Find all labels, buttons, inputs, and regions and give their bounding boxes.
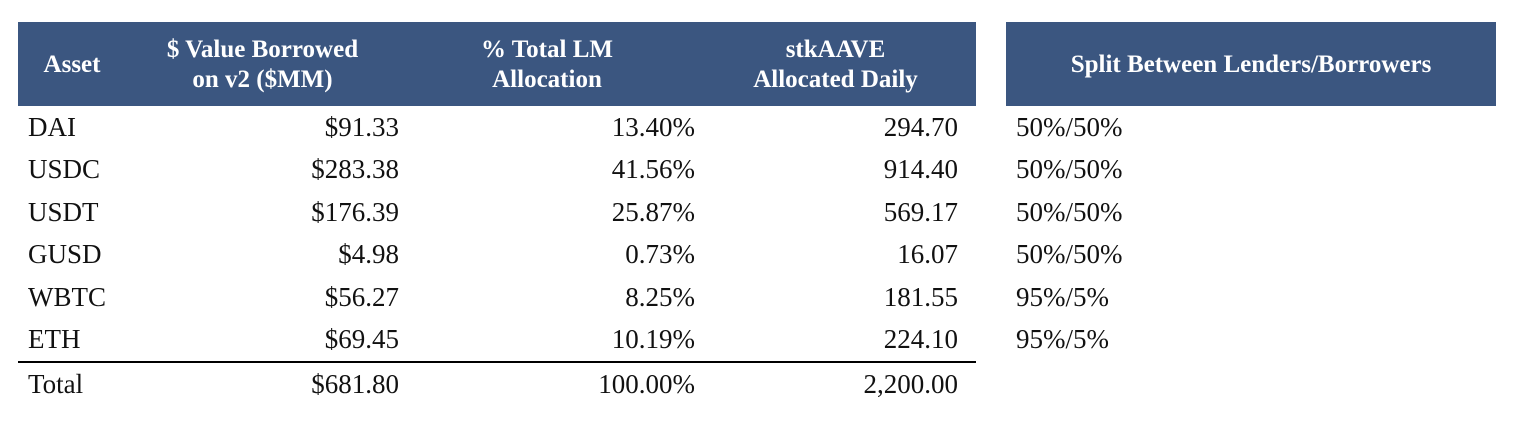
split-row: 50%/50% (1016, 111, 1123, 142)
total-value-borrowed: $681.80 (311, 368, 399, 399)
cell-value-borrowed: $283.38 (311, 154, 399, 185)
split-row: 50%/50% (1016, 239, 1123, 270)
cell-asset: USDT (28, 196, 99, 227)
cell-asset: GUSD (28, 239, 102, 270)
cell-lm-allocation: 41.56% (611, 154, 695, 185)
header-value-borrowed-label: $ Value Borrowed on v2 ($MM) (167, 35, 358, 95)
table-row: WBTC $56.27 8.25% 181.55 (18, 276, 976, 319)
header-value-line-1: $ Value Borrowed (166, 36, 359, 63)
table-row: ETH $69.45 10.19% 224.10 (18, 319, 976, 362)
header-pct-line-2: Allocation (492, 66, 602, 93)
cell-lm-allocation: 0.73% (625, 239, 695, 270)
cell-lm-allocation: 8.25% (625, 281, 695, 312)
cell-lm-allocation: 13.40% (611, 111, 695, 142)
table-header-row: Asset $ Value Borrowed on v2 ($MM) % Tot… (18, 22, 976, 106)
cell-value-borrowed: $56.27 (324, 281, 399, 312)
cell-lm-allocation: 10.19% (611, 324, 695, 355)
cell-stkaave-daily: 914.40 (883, 154, 958, 185)
cell-value-borrowed: $91.33 (324, 111, 399, 142)
cell-value-borrowed: $69.45 (324, 324, 399, 355)
cell-value-borrowed: $4.98 (338, 239, 399, 270)
cell-stkaave-daily: 569.17 (883, 196, 958, 227)
header-asset-label: Asset (43, 51, 101, 78)
cell-stkaave-daily: 224.10 (883, 324, 958, 355)
cell-stkaave-daily: 16.07 (897, 239, 958, 270)
table-row: USDC $283.38 41.56% 914.40 (18, 149, 976, 192)
cell-asset: USDC (28, 154, 101, 185)
borrow-allocation-table: Asset $ Value Borrowed on v2 ($MM) % Tot… (18, 22, 976, 406)
header-stkaave-daily: stkAAVE Allocated Daily (695, 22, 976, 106)
cell-asset: WBTC (28, 281, 106, 312)
cell-value-borrowed: $176.39 (311, 196, 399, 227)
split-row: 50%/50% (1016, 196, 1123, 227)
total-label: Total (28, 368, 84, 399)
header-lm-allocation: % Total LM Allocation (399, 22, 695, 106)
header-stk-line-1: stkAAVE (785, 36, 886, 63)
total-stkaave-daily: 2,200.00 (863, 368, 959, 399)
split-header: Split Between Lenders/Borrowers (1006, 22, 1496, 106)
split-row: 50%/50% (1016, 154, 1123, 185)
table-row: DAI $91.33 13.40% 294.70 (18, 106, 976, 149)
header-stkaave-daily-label: stkAAVE Allocated Daily (753, 35, 918, 95)
lender-borrower-split-table: Split Between Lenders/Borrowers 50%/50% … (1006, 22, 1496, 361)
header-pct-line-1: % Total LM (481, 36, 613, 63)
cell-stkaave-daily: 294.70 (883, 111, 958, 142)
header-stk-line-2: Allocated Daily (753, 66, 918, 93)
table-row: GUSD $4.98 0.73% 16.07 (18, 234, 976, 277)
total-lm-allocation: 100.00% (598, 368, 695, 399)
table-row: USDT $176.39 25.87% 569.17 (18, 191, 976, 234)
split-row: 95%/5% (1016, 281, 1109, 312)
header-value-borrowed: $ Value Borrowed on v2 ($MM) (126, 22, 399, 106)
header-lm-allocation-label: % Total LM Allocation (481, 35, 613, 95)
cell-asset: DAI (28, 111, 76, 142)
cell-asset: ETH (28, 324, 81, 355)
cell-lm-allocation: 25.87% (611, 196, 695, 227)
header-asset: Asset (18, 22, 126, 106)
header-value-line-2: on v2 ($MM) (192, 66, 333, 93)
cell-stkaave-daily: 181.55 (883, 281, 958, 312)
split-row: 95%/5% (1016, 324, 1109, 355)
total-row: Total $681.80 100.00% 2,200.00 (18, 361, 976, 406)
